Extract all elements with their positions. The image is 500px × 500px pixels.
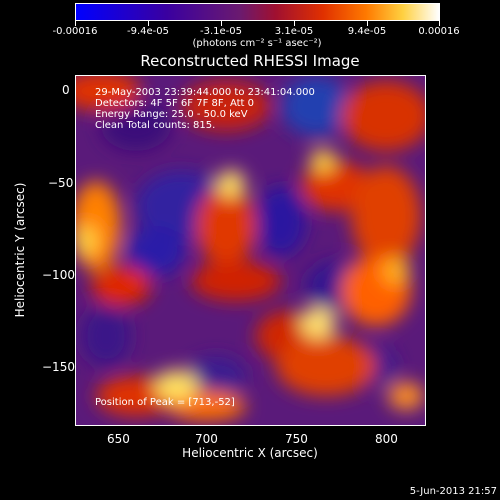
annotation-detectors: Detectors: 4F 5F 6F 7F 8F, Att 0 — [95, 98, 255, 109]
annotation-peak-position: Position of Peak = [713,-52] — [95, 397, 235, 408]
colorbar-tick — [221, 21, 222, 26]
colorbar-tick — [75, 21, 76, 26]
colorbar-label: -9.4e-05 — [127, 26, 169, 37]
x-tick-label: 750 — [285, 432, 308, 446]
footer-timestamp: 5-Jun-2013 21:57 — [409, 486, 497, 497]
x-tick-label: 800 — [375, 432, 398, 446]
colorbar-units: (photons cm⁻² s⁻¹ asec⁻²) — [192, 38, 322, 49]
colorbar-tick — [294, 21, 295, 26]
annotation-clean-counts: Clean Total counts: 815. — [95, 120, 216, 131]
colorbar-tick — [439, 21, 440, 26]
heatmap-image — [76, 76, 425, 425]
x-tick-label: 650 — [107, 432, 130, 446]
y-tick-label: −100 — [42, 268, 75, 282]
colorbar-label: -0.00016 — [52, 26, 98, 37]
y-tick-label: −150 — [42, 360, 75, 374]
colorbar-tick — [367, 21, 368, 26]
x-tick-label: 700 — [195, 432, 218, 446]
colorbar-label: 3.1e-05 — [274, 26, 314, 37]
colorbar-label: -3.1e-05 — [200, 26, 242, 37]
image-plot — [75, 75, 426, 426]
colorbar-label: 9.4e-05 — [347, 26, 387, 37]
x-axis-label: Heliocentric X (arcsec) — [182, 446, 318, 460]
y-tick-label: 0 — [62, 83, 70, 97]
annotation-energy-range: Energy Range: 25.0 - 50.0 keV — [95, 109, 248, 120]
colorbar — [75, 3, 440, 21]
y-tick-label: −50 — [48, 176, 74, 190]
colorbar-label: 0.00016 — [418, 26, 460, 37]
annotation-time-range: 29-May-2003 23:39:44.000 to 23:41:04.000 — [95, 87, 315, 98]
colorbar-tick — [148, 21, 149, 26]
image-title: Reconstructed RHESSI Image — [140, 52, 360, 70]
y-axis-label: Heliocentric Y (arcsec) — [13, 182, 27, 318]
